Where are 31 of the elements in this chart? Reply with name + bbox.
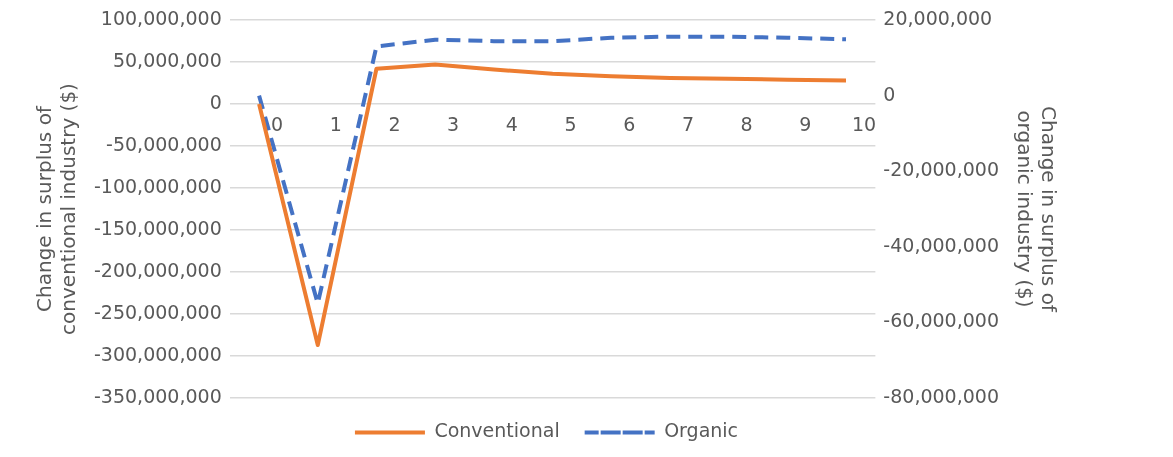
y2-tick-label: -80,000,000 xyxy=(883,384,1000,407)
x-tick-label: 9 xyxy=(799,113,812,136)
y-tick-label: 0 xyxy=(209,90,222,113)
x-tick-label: 6 xyxy=(623,113,636,136)
y2-tick-label: -60,000,000 xyxy=(883,309,1000,332)
y-tick-label: 100,000,000 xyxy=(100,6,222,29)
legend-label: Organic xyxy=(664,419,739,442)
x-tick-label: 4 xyxy=(505,113,518,136)
y-tick-label: -50,000,000 xyxy=(106,132,222,155)
y2-tick-label: 0 xyxy=(883,82,896,105)
x-tick-label: 0 xyxy=(271,113,284,136)
y2-tick-label: 20,000,000 xyxy=(883,6,993,29)
x-tick-label: 10 xyxy=(851,113,877,136)
y-tick-label: -300,000,000 xyxy=(94,342,222,365)
legend-label: Conventional xyxy=(434,419,560,442)
y-axis-title: Change in surplus of conventional industry ($) xyxy=(32,83,81,335)
x-tick-label: 8 xyxy=(740,113,753,136)
x-tick-label: 7 xyxy=(681,113,694,136)
x-tick-label: 1 xyxy=(329,113,342,136)
y2-tick-label: -40,000,000 xyxy=(883,233,1000,256)
y-tick-label: -250,000,000 xyxy=(94,300,222,323)
y-tick-label: -150,000,000 xyxy=(94,216,222,239)
x-tick-label: 5 xyxy=(564,113,577,136)
y2-tick-label: -20,000,000 xyxy=(883,158,1000,181)
y-tick-label: -350,000,000 xyxy=(94,384,222,407)
x-tick-label: 2 xyxy=(388,113,401,136)
y-tick-label: 50,000,000 xyxy=(112,48,222,71)
y2-axis-title: Change in surplus of organic industry ($) xyxy=(1012,106,1061,313)
x-tick-label: 3 xyxy=(447,113,460,136)
y-tick-label: -100,000,000 xyxy=(94,174,222,197)
y-tick-label: -200,000,000 xyxy=(94,258,222,281)
